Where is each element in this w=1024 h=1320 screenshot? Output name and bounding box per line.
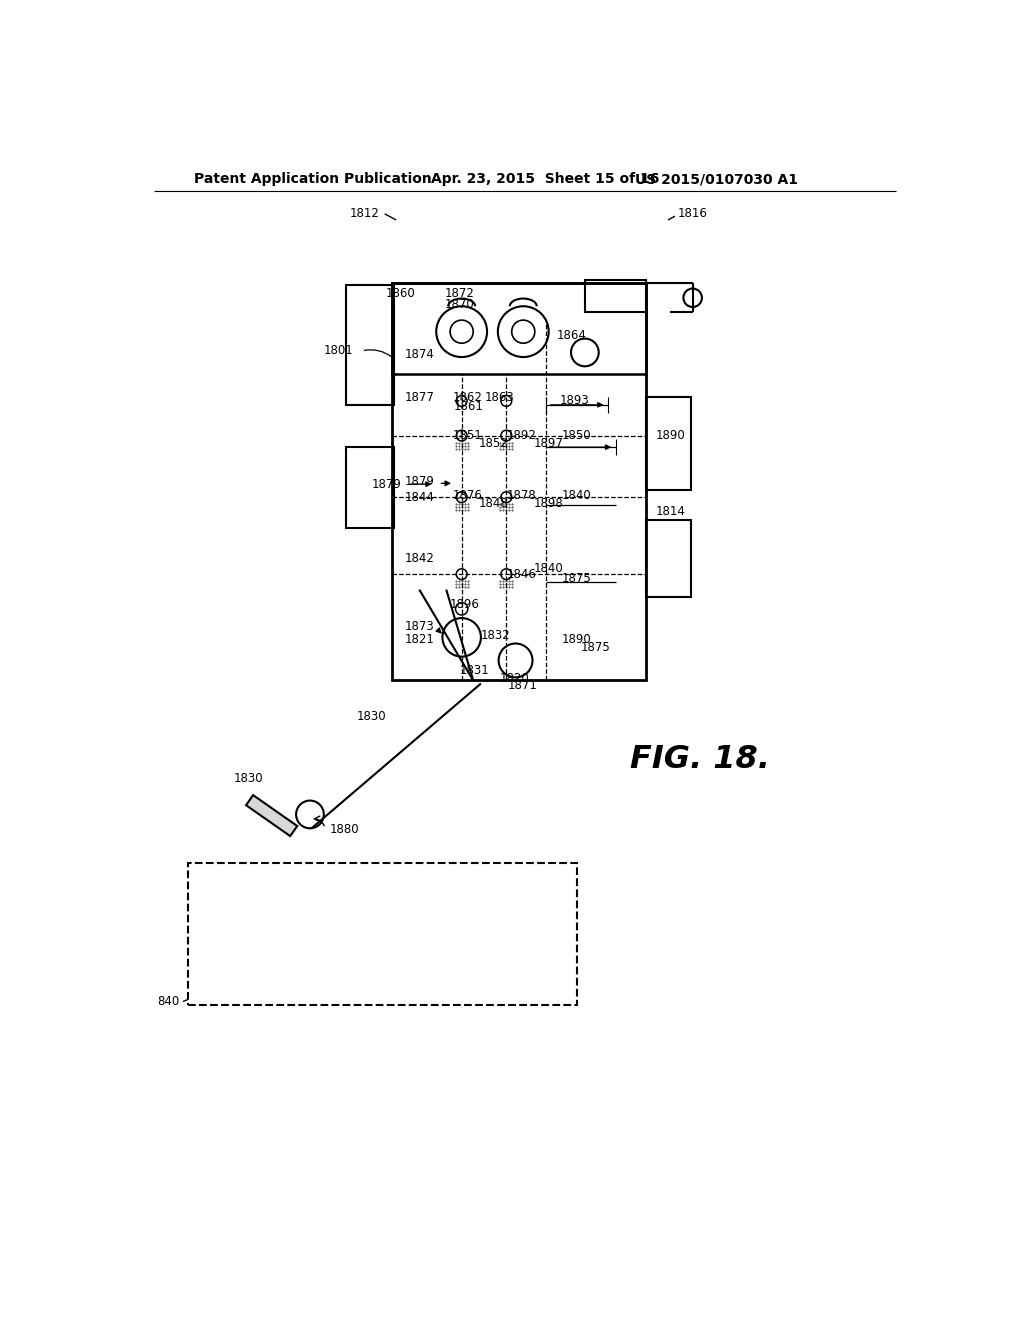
Text: 1877: 1877 [404,391,435,404]
Text: 1830: 1830 [234,772,264,785]
Text: FIG. 18.: FIG. 18. [631,743,770,775]
Bar [392,284,646,681]
Text: 840: 840 [157,995,179,1008]
Text: 1898: 1898 [534,496,563,510]
Bar [346,285,394,405]
Bar [646,397,691,490]
Bar [392,284,646,374]
Text: 1812: 1812 [349,207,379,220]
Bar [646,520,691,598]
Text: 1842: 1842 [404,552,435,565]
Text: 1876: 1876 [453,490,482,502]
Text: 1880: 1880 [330,824,358,837]
Text: Patent Application Publication: Patent Application Publication [194,172,431,186]
Text: 1879: 1879 [404,475,435,488]
Text: 1875: 1875 [581,640,610,653]
Text: 1878: 1878 [506,490,537,502]
Text: 1870: 1870 [444,298,474,312]
Text: 1830: 1830 [356,710,386,723]
Text: 1872: 1872 [444,286,474,300]
Text: 1852: 1852 [478,437,508,450]
Text: 1851: 1851 [453,429,482,442]
Text: 1821: 1821 [404,634,435,647]
Text: 1896: 1896 [451,598,480,611]
Text: 1863: 1863 [484,391,514,404]
Text: 1861: 1861 [454,400,483,413]
Text: 1862: 1862 [453,391,482,404]
Bar [246,795,297,836]
Text: 1897: 1897 [534,437,563,450]
Text: 1814: 1814 [655,504,686,517]
Bar [188,863,578,1006]
Text: 1840: 1840 [562,490,592,502]
Text: US 2015/0107030 A1: US 2015/0107030 A1 [635,172,798,186]
Text: 1871: 1871 [508,680,538,693]
Text: 1801: 1801 [325,345,354,358]
Text: 1873: 1873 [404,620,435,634]
Text: 1831: 1831 [460,664,489,677]
Text: 1875: 1875 [562,572,592,585]
Bar [585,280,646,313]
Text: 1860: 1860 [386,286,416,300]
Text: 1892: 1892 [506,429,537,442]
Text: 1890: 1890 [655,429,685,442]
Text: 1840: 1840 [534,561,563,574]
Text: Apr. 23, 2015  Sheet 15 of 16: Apr. 23, 2015 Sheet 15 of 16 [431,172,659,186]
Text: 1879: 1879 [372,478,401,491]
Text: 1874: 1874 [404,348,435,362]
Bar [346,447,394,528]
Text: 1848: 1848 [478,496,508,510]
Text: 1844: 1844 [404,491,435,504]
Text: 1832: 1832 [481,630,511,643]
Text: 1864: 1864 [556,329,587,342]
Text: 1846: 1846 [506,568,537,581]
Text: 1820: 1820 [500,672,529,685]
Text: 1816: 1816 [677,207,708,220]
Text: 1850: 1850 [562,429,592,442]
Text: 1890: 1890 [562,634,592,647]
Text: 1893: 1893 [559,395,589,408]
